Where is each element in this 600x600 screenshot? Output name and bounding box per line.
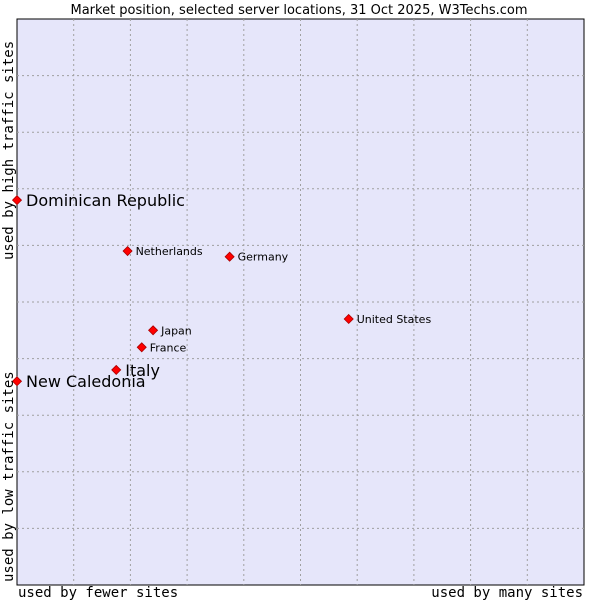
y-axis-label-top: used by high traffic sites [1,41,17,260]
point-label-germany: Germany [238,251,289,264]
point-label-netherlands: Netherlands [136,245,203,258]
point-label-japan: Japan [160,324,192,337]
point-marker-new-caledonia [11,376,23,387]
point-label-france: France [150,341,187,354]
point-marker-italy [111,364,122,375]
grid-lines [17,19,584,585]
x-axis-label-left: used by fewer sites [18,585,178,600]
y-axis-label-bottom: used by low traffic sites [1,371,17,582]
point-marker-germany [224,251,235,262]
chart-title: Market position, selected server locatio… [70,3,527,18]
point-label-united-states: United States [357,313,432,326]
point-marker-france [136,342,147,353]
data-points: Dominican Republic Netherlands Germany Unit… [11,191,432,391]
point-marker-dominican-republic [11,195,23,206]
x-axis-label-right: used by many sites [431,585,583,600]
point-label-new-caledonia: New Caledonia [26,372,146,391]
point-label-italy: Italy [125,361,160,380]
point-marker-netherlands [122,245,133,257]
point-marker-japan [148,325,159,336]
point-marker-united-states [343,313,354,325]
point-label-dominican-republic: Dominican Republic [26,191,185,210]
